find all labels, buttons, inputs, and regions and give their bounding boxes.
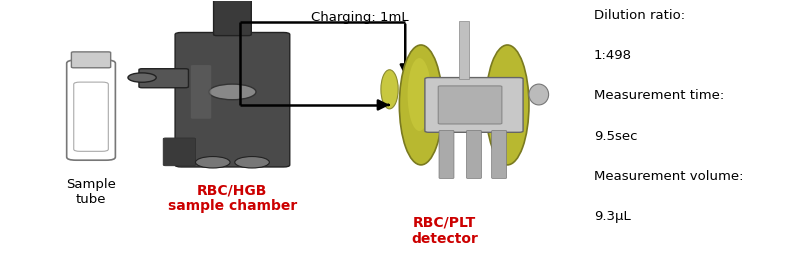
FancyBboxPatch shape xyxy=(190,65,211,119)
Text: Dilution ratio:: Dilution ratio: xyxy=(593,8,685,21)
FancyBboxPatch shape xyxy=(175,32,290,167)
Circle shape xyxy=(209,84,256,100)
FancyBboxPatch shape xyxy=(467,130,482,178)
FancyBboxPatch shape xyxy=(163,138,195,166)
Text: 9.5sec: 9.5sec xyxy=(593,130,637,143)
Ellipse shape xyxy=(399,45,442,165)
Ellipse shape xyxy=(529,84,549,105)
Ellipse shape xyxy=(408,58,431,131)
Text: Charging: 1mL: Charging: 1mL xyxy=(311,11,408,24)
FancyBboxPatch shape xyxy=(425,78,523,132)
Text: 9.3μL: 9.3μL xyxy=(593,210,630,223)
Ellipse shape xyxy=(486,45,529,165)
Ellipse shape xyxy=(381,70,398,109)
FancyBboxPatch shape xyxy=(438,86,502,124)
Circle shape xyxy=(235,156,269,168)
Text: Sample
tube: Sample tube xyxy=(66,178,116,206)
Text: 1:498: 1:498 xyxy=(593,49,632,62)
FancyBboxPatch shape xyxy=(67,60,116,160)
Circle shape xyxy=(195,156,230,168)
FancyBboxPatch shape xyxy=(213,0,251,36)
FancyBboxPatch shape xyxy=(72,52,111,68)
FancyBboxPatch shape xyxy=(492,130,507,178)
Text: RBC/PLT
detector: RBC/PLT detector xyxy=(411,216,478,246)
Text: RBC/HGB
sample chamber: RBC/HGB sample chamber xyxy=(168,183,297,213)
FancyBboxPatch shape xyxy=(74,82,109,151)
Text: Measurement volume:: Measurement volume: xyxy=(593,170,743,183)
Circle shape xyxy=(128,73,157,82)
FancyBboxPatch shape xyxy=(439,130,454,178)
Text: Measurement time:: Measurement time: xyxy=(593,89,724,102)
FancyBboxPatch shape xyxy=(460,21,469,79)
FancyBboxPatch shape xyxy=(139,69,188,88)
